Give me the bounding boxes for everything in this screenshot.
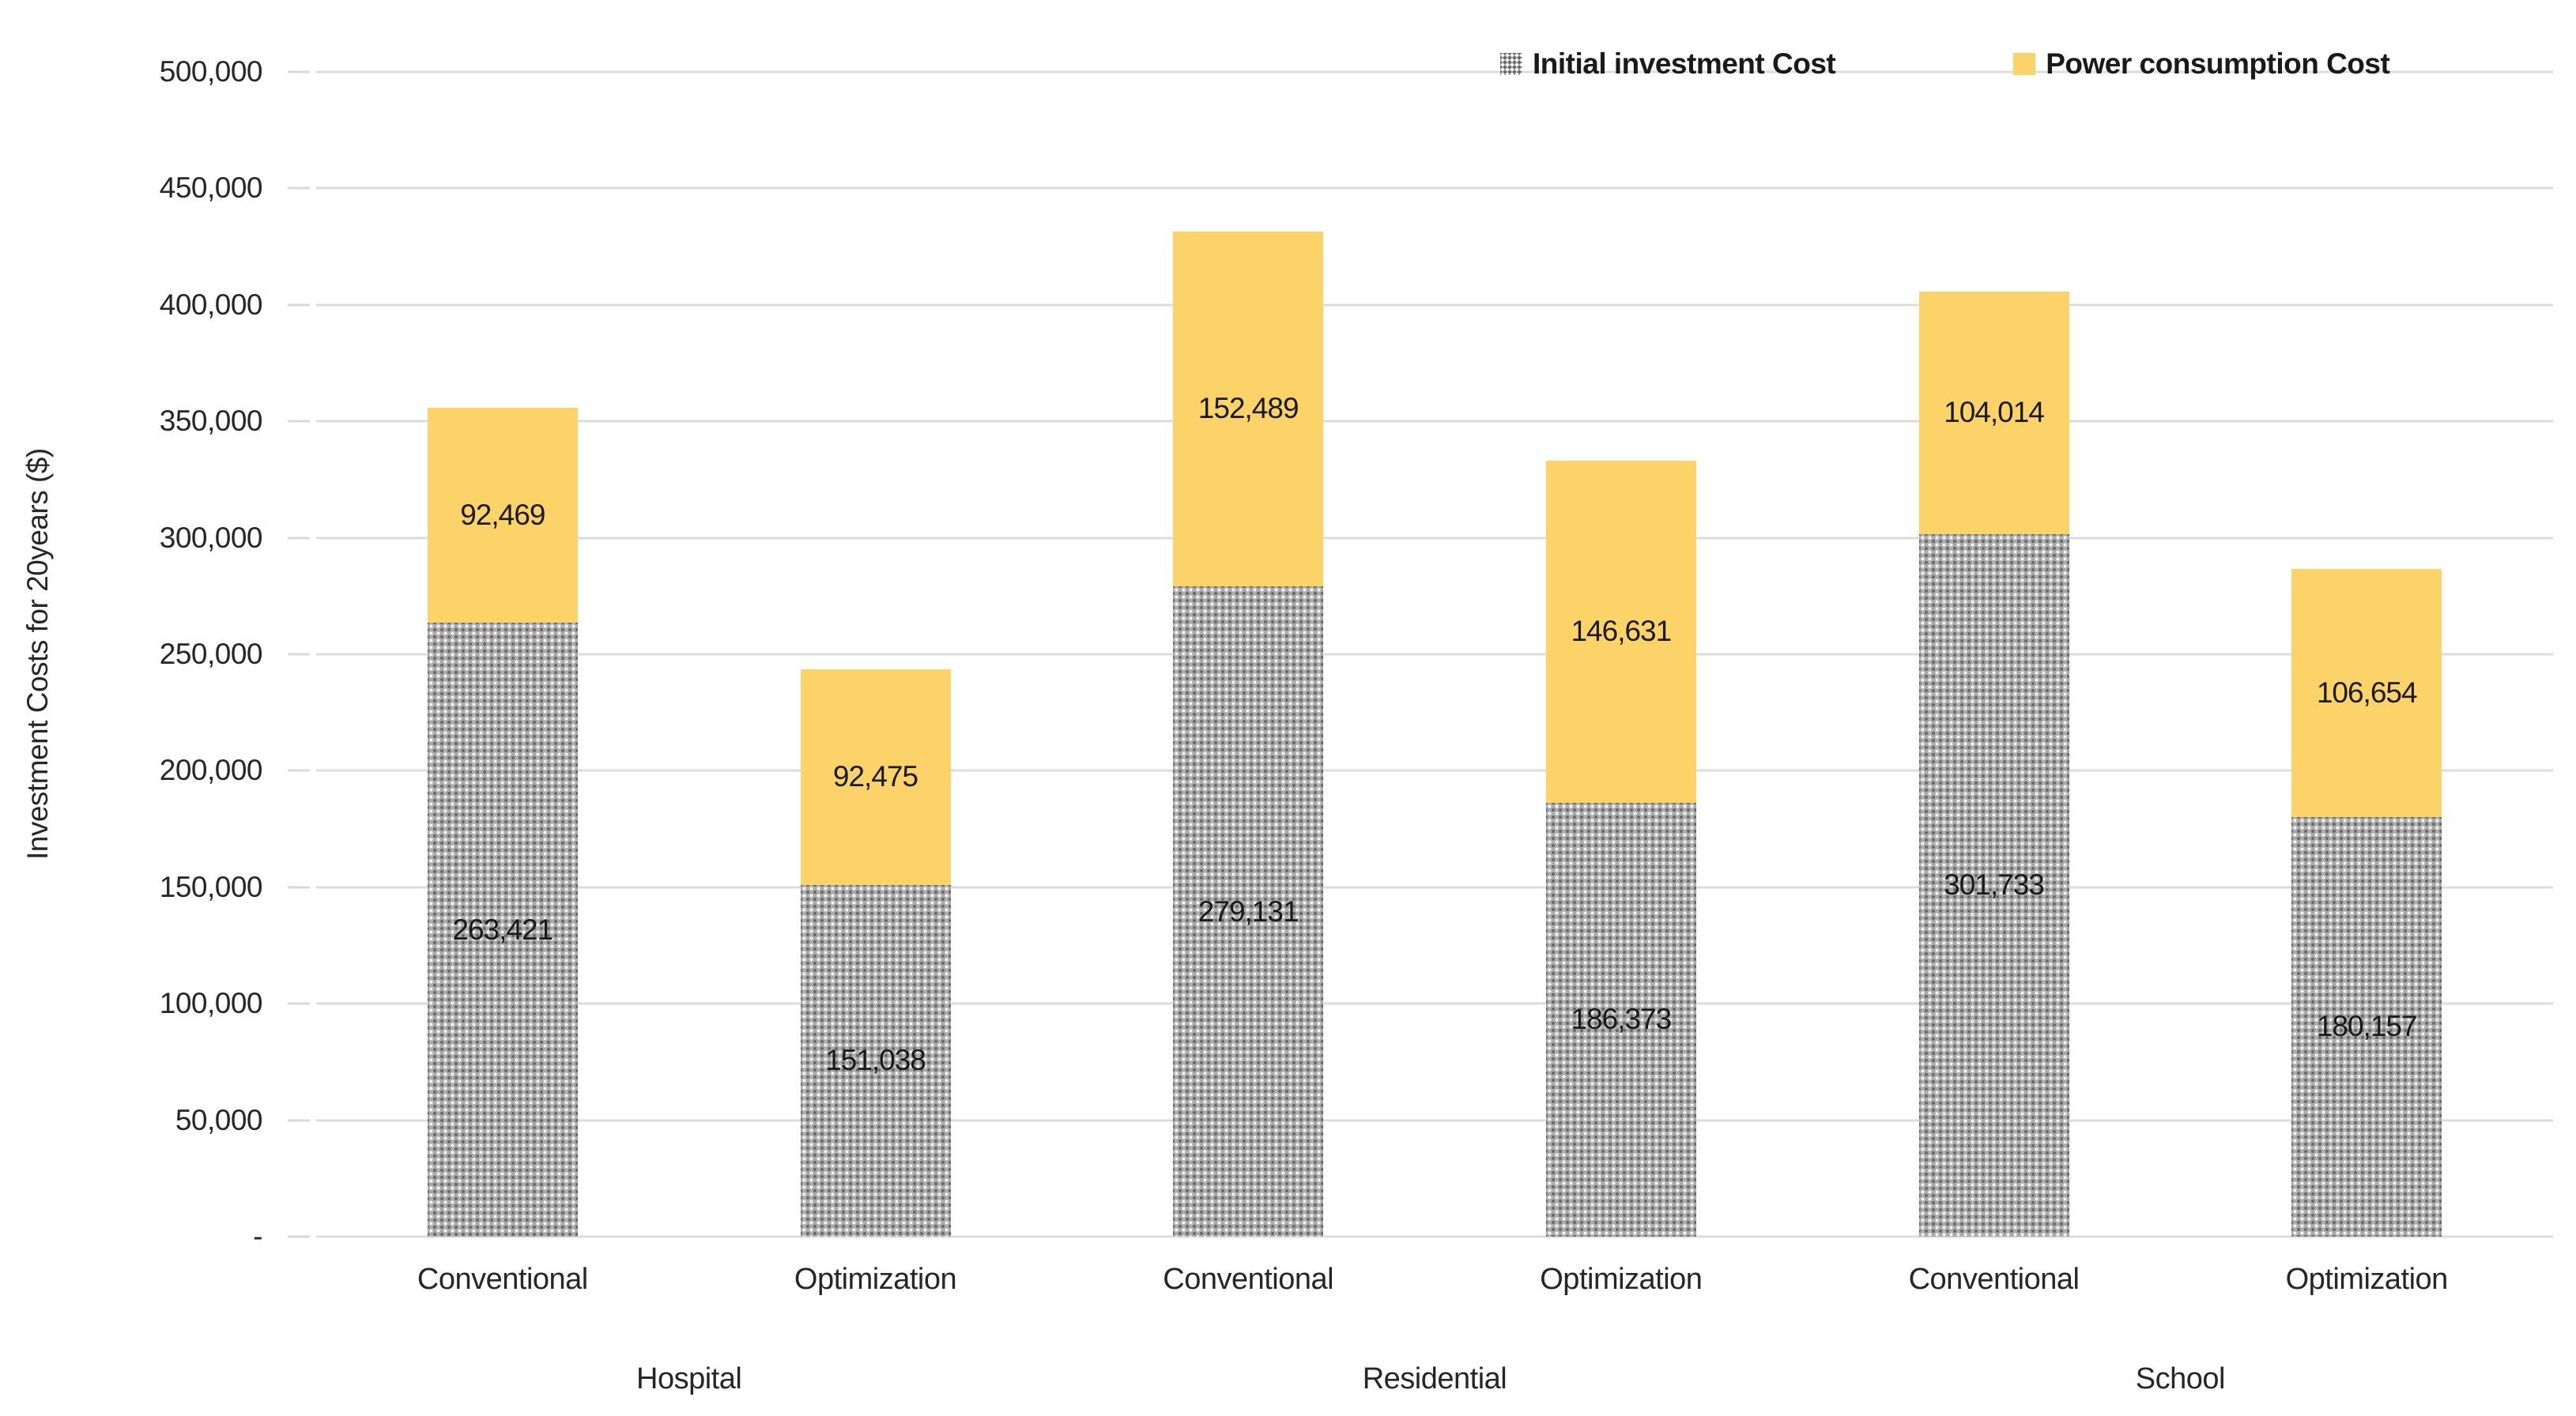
y-tick-mark — [288, 186, 310, 190]
y-tick-label: 400,000 — [159, 288, 263, 321]
bar: 146,631 186,373 — [1545, 72, 1696, 1237]
gridline — [316, 70, 2553, 73]
gridline — [316, 653, 2553, 656]
bar-value-label: 92,475 — [832, 760, 918, 793]
gridlines — [316, 70, 2553, 1238]
y-tick-label: 500,000 — [159, 55, 263, 88]
bar-value-label: 146,631 — [1571, 615, 1672, 648]
bars: 92,469 263,421 92,475 151,038 152,489 279,131… — [316, 72, 2553, 1237]
bar-value-label: 104,014 — [1944, 396, 2045, 429]
y-tick-label: 450,000 — [159, 171, 263, 205]
bar: 104,014 301,733 — [1918, 72, 2069, 1237]
y-tick-label: 100,000 — [159, 987, 263, 1020]
x-category-label: Conventional — [417, 1263, 588, 1296]
bar-value-label: 301,733 — [1944, 868, 2045, 902]
y-tick-label: 300,000 — [159, 521, 263, 554]
y-tick-label: 250,000 — [159, 638, 263, 670]
y-tick-mark — [288, 1235, 310, 1238]
bar: 92,469 263,421 — [427, 72, 578, 1237]
bar-slot: 106,654 180,157 — [2180, 72, 2553, 1237]
bar-segment-power-consumption: 152,489 — [1173, 231, 1324, 587]
y-tick-label: 150,000 — [159, 870, 263, 903]
bar-segment-initial-investment: 151,038 — [800, 884, 951, 1237]
x-group-label: School — [2135, 1362, 2226, 1395]
x-group-label: Residential — [1362, 1362, 1507, 1395]
x-category-label: Optimization — [794, 1263, 957, 1296]
bar: 92,475 151,038 — [800, 72, 951, 1237]
y-tick-mark — [288, 769, 310, 772]
gridline — [316, 886, 2553, 889]
bar-value-label: 180,157 — [2316, 1010, 2418, 1043]
legend-item-power-consumption: Power consumption Cost — [2013, 47, 2390, 81]
gridline — [316, 1235, 2553, 1238]
gridline — [316, 186, 2553, 190]
bar-segment-initial-investment: 301,733 — [1918, 533, 2069, 1237]
y-tick-mark — [288, 303, 310, 307]
bar-slot: 104,014 301,733 — [1808, 72, 2181, 1237]
bar-value-label: 186,373 — [1571, 1003, 1672, 1036]
bar-value-label: 92,469 — [460, 499, 545, 532]
legend: Initial investment Cost Power consumptio… — [1500, 47, 2390, 81]
legend-swatch-power-consumption-icon — [2013, 53, 2036, 75]
y-axis-labels: - 50,000 100,000 150,000 200,000 250,000 300,0… — [0, 55, 263, 1252]
y-tick-mark — [288, 537, 310, 540]
y-axis-ticks — [278, 70, 316, 1238]
plot-area: 92,469 263,421 92,475 151,038 152,489 279,131… — [316, 70, 2553, 1238]
x-group-label: Hospital — [636, 1362, 742, 1395]
y-tick-label: 200,000 — [159, 754, 263, 787]
legend-item-initial-investment: Initial investment Cost — [1500, 47, 1836, 81]
gridline — [316, 420, 2553, 423]
bar-segment-power-consumption: 106,654 — [2291, 568, 2442, 817]
gridline — [316, 769, 2553, 772]
y-tick-mark — [288, 886, 310, 889]
x-category-labels: Conventional Optimization Conventional Opti… — [316, 1263, 2553, 1297]
bar-slot: 146,631 186,373 — [1435, 72, 1808, 1237]
bar: 152,489 279,131 — [1173, 72, 1324, 1237]
bar-value-label: 151,038 — [825, 1044, 926, 1077]
x-category-label: Optimization — [2285, 1263, 2449, 1296]
gridline — [316, 303, 2553, 307]
x-category-label: Conventional — [1163, 1263, 1334, 1296]
bar: 106,654 180,157 — [2291, 72, 2442, 1237]
bar-slot: 92,469 263,421 — [316, 72, 689, 1237]
gridline — [316, 1002, 2553, 1005]
bar-slot: 152,489 279,131 — [1062, 72, 1435, 1237]
legend-label-initial-investment: Initial investment Cost — [1533, 47, 1836, 80]
bar-segment-initial-investment: 186,373 — [1545, 802, 1696, 1237]
y-tick-label: 50,000 — [175, 1103, 263, 1136]
y-tick-mark — [288, 420, 310, 423]
legend-swatch-initial-investment-icon — [1500, 53, 1522, 75]
y-tick-label: - — [253, 1220, 262, 1252]
y-tick-label: 350,000 — [159, 405, 263, 438]
gridline — [316, 537, 2553, 540]
bar-segment-power-consumption: 92,475 — [800, 669, 951, 885]
bar-segment-initial-investment: 279,131 — [1173, 586, 1324, 1237]
bar-value-label: 106,654 — [2316, 676, 2418, 709]
x-category-label: Optimization — [1540, 1263, 1703, 1296]
bar-segment-power-consumption: 104,014 — [1918, 291, 2069, 534]
legend-label-power-consumption: Power consumption Cost — [2046, 47, 2390, 80]
bar-value-label: 152,489 — [1197, 392, 1299, 425]
x-group-labels: Hospital Residential School — [316, 1362, 2553, 1396]
y-tick-mark — [288, 70, 310, 73]
bar-value-label: 263,421 — [452, 913, 553, 946]
gridline — [316, 1119, 2553, 1122]
bar-slot: 92,475 151,038 — [689, 72, 1062, 1237]
y-tick-mark — [288, 1119, 310, 1122]
bar-segment-power-consumption: 146,631 — [1545, 461, 1696, 803]
bar-value-label: 279,131 — [1197, 894, 1299, 928]
bar-segment-initial-investment: 263,421 — [427, 623, 578, 1237]
y-tick-mark — [288, 1002, 310, 1005]
y-tick-mark — [288, 653, 310, 656]
bar-segment-power-consumption: 92,469 — [427, 407, 578, 623]
x-category-label: Conventional — [1908, 1263, 2080, 1296]
bar-segment-initial-investment: 180,157 — [2291, 816, 2442, 1237]
